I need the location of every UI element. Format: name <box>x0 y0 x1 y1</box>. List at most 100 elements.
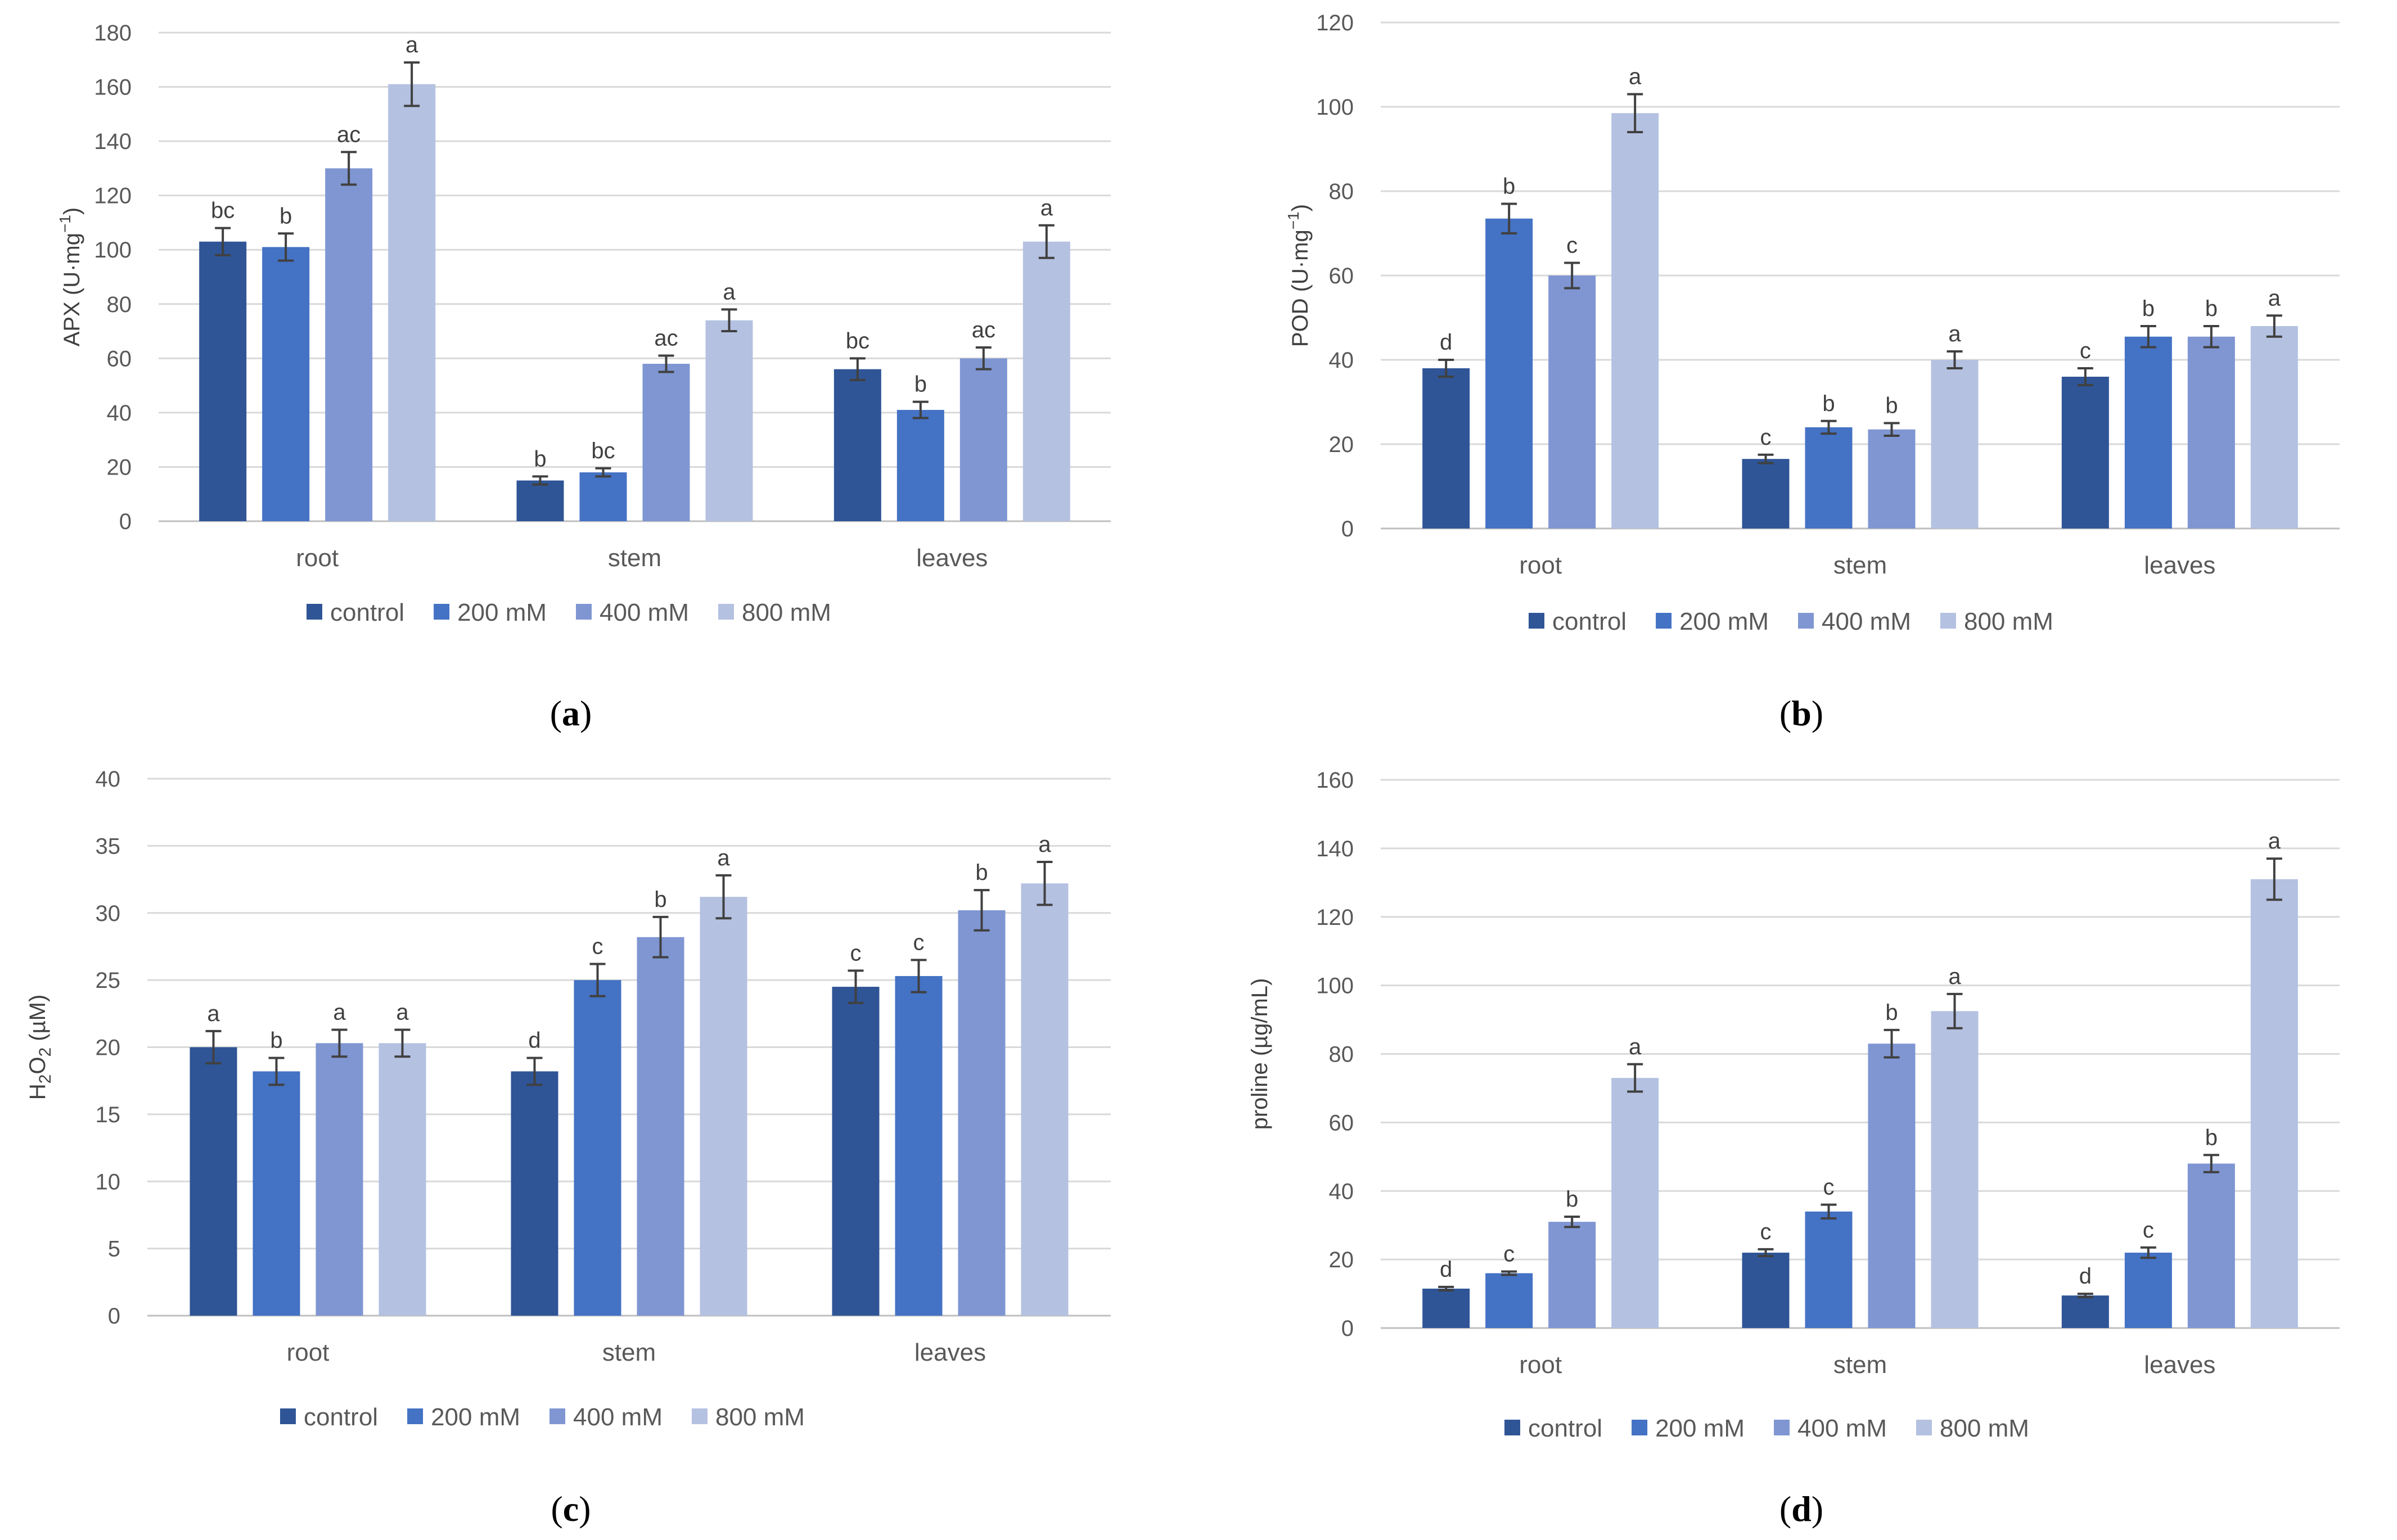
bar <box>199 241 247 521</box>
bar <box>1422 1288 1470 1328</box>
legend-label: 200 mM <box>431 1403 520 1431</box>
significance-letter: b <box>1885 394 1898 418</box>
significance-letter: a <box>717 846 730 870</box>
legend-swatch <box>1916 1420 1932 1435</box>
legend-label: 400 mM <box>600 599 689 626</box>
bar <box>1805 1211 1853 1328</box>
y-tick-label: 80 <box>107 292 132 317</box>
significance-letter: c <box>592 934 603 959</box>
x-tick-label: stem <box>1833 552 1887 579</box>
legend-label: 200 mM <box>457 599 547 626</box>
bar <box>833 369 881 521</box>
bar <box>379 1043 426 1316</box>
y-tick-label: 0 <box>1341 1316 1354 1341</box>
y-tick-label: 100 <box>1316 974 1354 999</box>
significance-letter: a <box>1629 1035 1642 1059</box>
bar <box>2250 879 2298 1328</box>
legend-label: 800 mM <box>1964 608 2053 635</box>
bar <box>1021 883 1069 1316</box>
legend-label: 200 mM <box>1679 608 1769 635</box>
significance-letter: c <box>1823 1175 1835 1200</box>
bar <box>1548 1222 1596 1328</box>
x-tick-label: stem <box>608 544 661 572</box>
bar <box>388 84 436 521</box>
chart-panel-b: 0 20 40 60 80 100 120 POD (U·mg−1) d b c a root c b b a s… <box>1285 11 2340 635</box>
significance-letter: c <box>2143 1218 2154 1243</box>
y-tick-label: 100 <box>1316 95 1354 120</box>
x-tick-label: leaves <box>2144 552 2215 579</box>
y-axis-label: POD (U·mg−1) <box>1285 204 1313 347</box>
legend-swatch <box>576 604 592 620</box>
legend-swatch <box>549 1408 566 1424</box>
y-tick-label: 0 <box>108 1304 120 1329</box>
bar <box>516 480 564 521</box>
legend-swatch <box>434 604 450 620</box>
bar <box>253 1071 300 1316</box>
y-tick-label: 0 <box>119 509 132 534</box>
significance-letter: b <box>1503 174 1515 199</box>
y-tick-label: 100 <box>94 238 132 263</box>
legend-swatch <box>407 1408 423 1424</box>
legend-label: 400 mM <box>573 1403 663 1431</box>
significance-letter: c <box>1503 1241 1515 1266</box>
y-tick-label: 140 <box>94 129 132 154</box>
legend-label: 400 mM <box>1822 608 1911 635</box>
y-tick-label: 20 <box>96 1036 121 1060</box>
significance-letter: c <box>1566 233 1578 258</box>
bar <box>1931 360 1979 529</box>
bar <box>637 937 684 1316</box>
significance-letter: bc <box>846 328 869 353</box>
bar <box>1742 459 1790 529</box>
significance-letter: b <box>914 372 927 397</box>
bar <box>579 472 627 521</box>
chart-panel-d: 0 20 40 60 80 100 120 140 160 proline (µg/mL) d c b a… <box>1247 768 2340 1442</box>
legend-swatch <box>691 1408 708 1424</box>
legend-swatch <box>307 604 322 620</box>
bar <box>959 358 1007 521</box>
caption-c: (c) <box>551 1489 591 1529</box>
x-tick-label: leaves <box>914 1339 986 1366</box>
chart-panel-a: 0 20 40 60 80 100 120 140 160 180 APX (U·mg−1) bc b a… <box>56 21 1111 626</box>
legend-swatch <box>1529 613 1544 629</box>
bar <box>325 168 373 521</box>
legend-label: 800 mM <box>742 599 831 626</box>
significance-letter: a <box>207 1001 220 1026</box>
x-tick-label: root <box>1519 552 1562 579</box>
significance-letter: b <box>2142 296 2155 321</box>
legend-label: 800 mM <box>715 1403 805 1431</box>
significance-letter: b <box>2205 1125 2218 1150</box>
y-tick-label: 60 <box>1329 1110 1354 1135</box>
bar <box>2187 336 2235 529</box>
legend-swatch <box>1940 613 1956 629</box>
x-tick-label: stem <box>1833 1351 1887 1379</box>
significance-letter: ac <box>972 318 995 342</box>
legend-swatch <box>280 1408 296 1424</box>
bar <box>1485 218 1533 529</box>
x-tick-label: leaves <box>2144 1351 2215 1379</box>
bar <box>1611 1078 1659 1328</box>
bar <box>2250 326 2298 529</box>
significance-letter: b <box>2205 296 2218 321</box>
bar <box>700 897 747 1316</box>
significance-letter: a <box>723 279 736 304</box>
significance-letter: b <box>654 887 666 912</box>
significance-letter: a <box>1040 196 1053 220</box>
y-tick-label: 40 <box>107 401 132 426</box>
y-axis-label: APX (U·mg−1) <box>56 207 84 347</box>
significance-letter: b <box>534 446 546 471</box>
legend-label: control <box>330 599 404 626</box>
significance-letter: a <box>1948 964 1961 989</box>
bar <box>190 1047 237 1316</box>
bar <box>1931 1011 1979 1328</box>
y-tick-label: 160 <box>94 75 132 100</box>
bar <box>262 247 310 521</box>
bar <box>1611 113 1659 529</box>
legend-swatch <box>1632 1420 1648 1435</box>
legend-label: 800 mM <box>1940 1415 2029 1442</box>
y-tick-label: 60 <box>107 346 132 371</box>
significance-letter: ac <box>337 122 361 147</box>
bar <box>2124 336 2172 529</box>
significance-letter: b <box>1885 1000 1898 1025</box>
significance-letter: a <box>333 1000 346 1024</box>
y-tick-label: 160 <box>1316 768 1354 793</box>
